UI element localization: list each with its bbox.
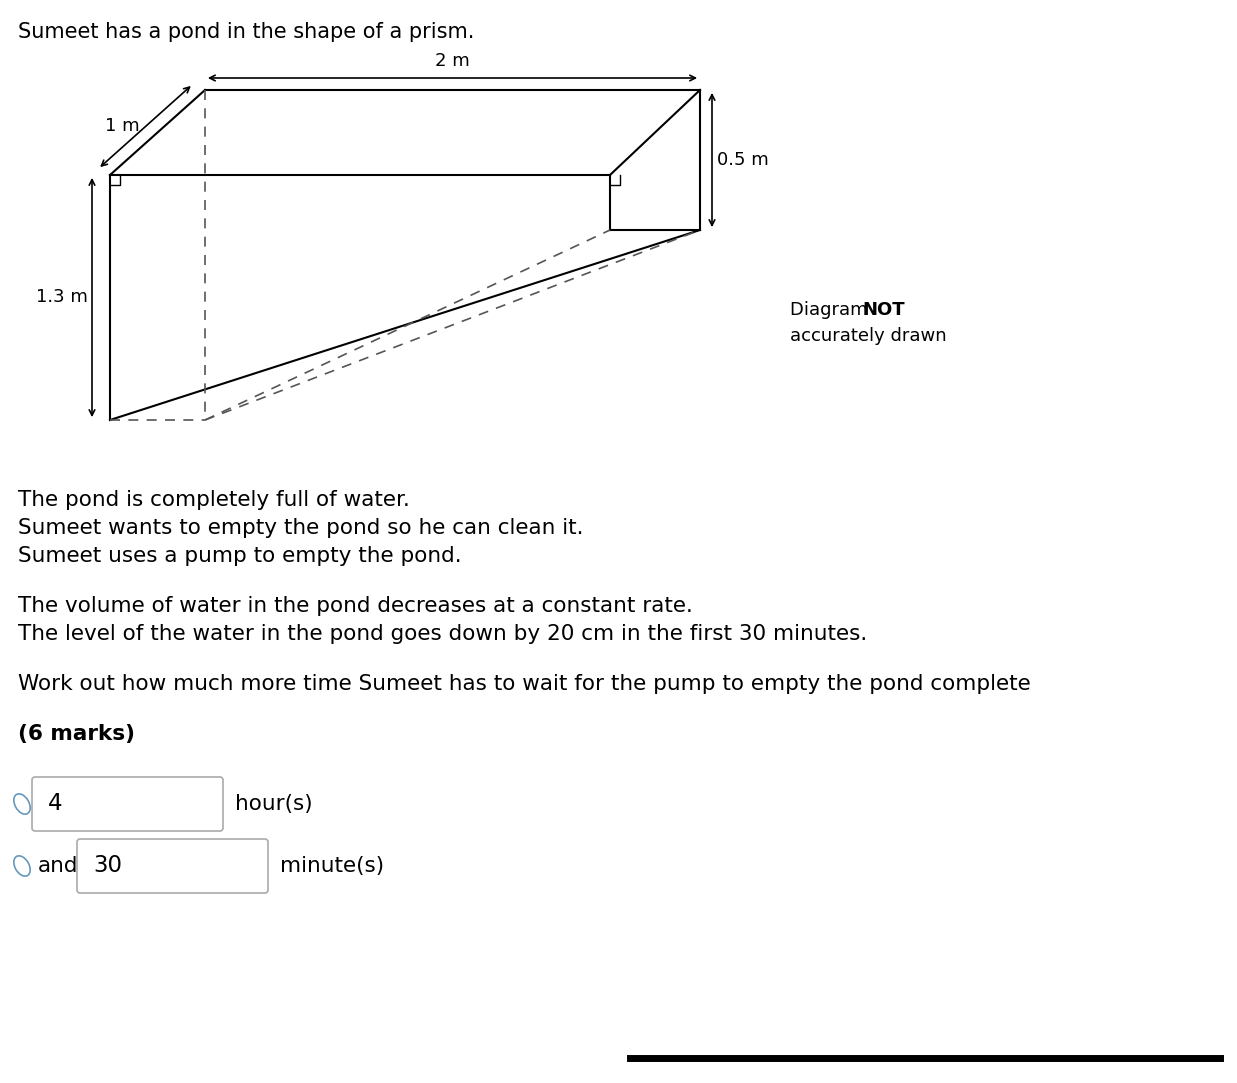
Text: (6 marks): (6 marks) <box>19 725 135 744</box>
Text: Diagram: Diagram <box>790 301 873 319</box>
Text: 0.5 m: 0.5 m <box>717 151 768 169</box>
FancyBboxPatch shape <box>32 777 223 831</box>
Text: 4: 4 <box>48 793 63 815</box>
Text: The volume of water in the pond decreases at a constant rate.: The volume of water in the pond decrease… <box>19 596 693 616</box>
Text: Sumeet has a pond in the shape of a prism.: Sumeet has a pond in the shape of a pris… <box>19 22 474 42</box>
Text: NOT: NOT <box>862 301 904 319</box>
Text: Work out how much more time Sumeet has to wait for the pump to empty the pond co: Work out how much more time Sumeet has t… <box>19 674 1030 694</box>
Text: 2 m: 2 m <box>435 52 470 70</box>
Text: and: and <box>38 856 78 876</box>
Text: 1.3 m: 1.3 m <box>36 288 88 306</box>
Ellipse shape <box>14 794 30 814</box>
Text: 1 m: 1 m <box>105 117 140 135</box>
Text: Sumeet wants to empty the pond so he can clean it.: Sumeet wants to empty the pond so he can… <box>19 518 584 538</box>
Text: Sumeet uses a pump to empty the pond.: Sumeet uses a pump to empty the pond. <box>19 546 461 566</box>
FancyBboxPatch shape <box>77 839 268 893</box>
Text: minute(s): minute(s) <box>280 856 385 876</box>
Text: 30: 30 <box>93 854 122 877</box>
Text: The level of the water in the pond goes down by 20 cm in the first 30 minutes.: The level of the water in the pond goes … <box>19 624 867 644</box>
Text: The pond is completely full of water.: The pond is completely full of water. <box>19 490 409 510</box>
Text: accurately drawn: accurately drawn <box>790 327 946 345</box>
Text: hour(s): hour(s) <box>235 794 313 814</box>
Ellipse shape <box>14 856 30 876</box>
